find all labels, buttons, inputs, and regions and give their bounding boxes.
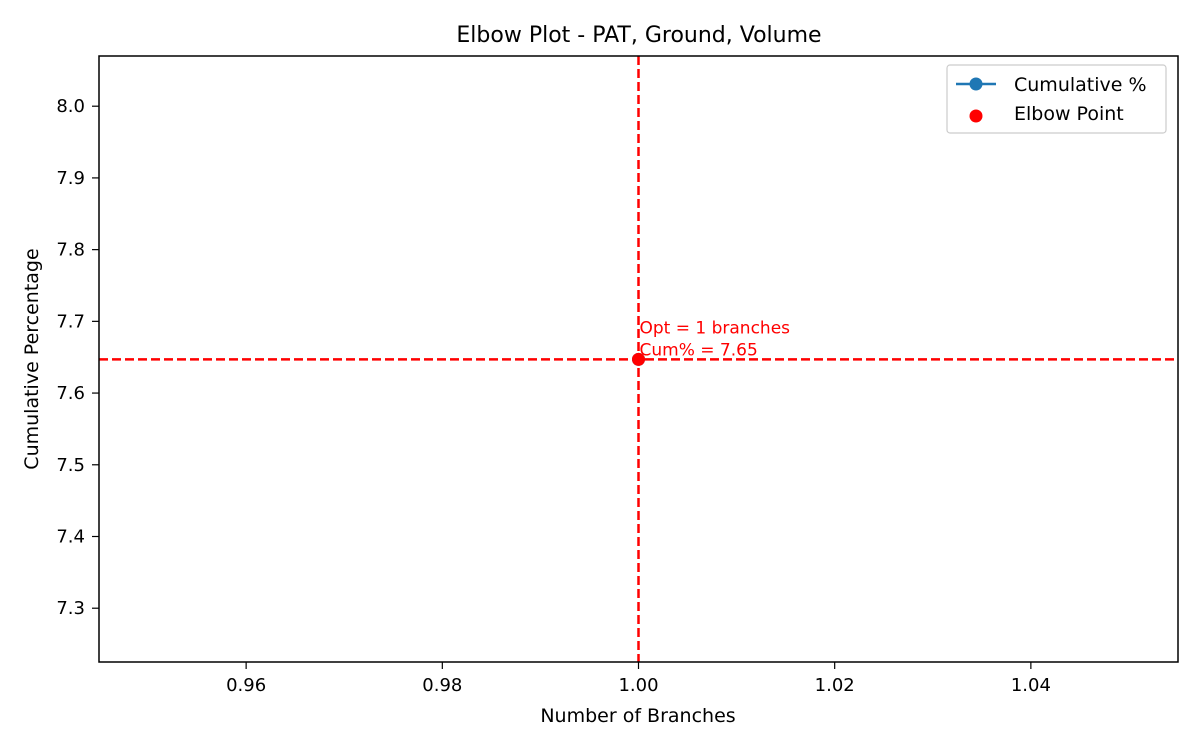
y-tick-label: 7.8 <box>56 240 85 261</box>
series-layer <box>632 352 645 366</box>
y-tick-label: 7.6 <box>56 383 85 404</box>
legend-frame <box>946 64 1167 134</box>
y-tick-label: 7.3 <box>56 598 85 619</box>
legend-scatter-marker <box>969 109 983 123</box>
elbow-point-marker <box>632 352 645 366</box>
legend-label-cumulative: Cumulative % <box>1014 74 1147 96</box>
elbow-annotation: Opt = 1 branches Cum% = 7.65 <box>640 318 791 360</box>
x-axis-label: Number of Branches <box>540 705 735 727</box>
legend: Cumulative % Elbow Point <box>946 64 1167 134</box>
y-tick-label: 7.9 <box>56 168 85 189</box>
x-axis: 0.96 0.98 1.00 1.02 1.04 <box>226 662 1051 696</box>
annotation-line: Opt = 1 branches <box>640 318 791 338</box>
legend-label-elbow: Elbow Point <box>1014 103 1124 125</box>
x-tick-label: 1.00 <box>618 675 658 696</box>
annotation-line: Cum% = 7.65 <box>640 340 758 360</box>
x-tick-label: 0.96 <box>226 675 266 696</box>
y-tick-label: 7.4 <box>56 526 85 547</box>
x-tick-label: 1.02 <box>815 675 855 696</box>
chart-title: Elbow Plot - PAT, Ground, Volume <box>456 23 821 48</box>
y-tick-label: 7.7 <box>56 311 85 332</box>
y-tick-label: 7.5 <box>56 455 85 476</box>
x-tick-label: 0.98 <box>422 675 462 696</box>
x-tick-label: 1.04 <box>1011 675 1051 696</box>
y-axis: 7.3 7.4 7.5 7.6 7.7 7.8 7.9 8.0 <box>56 96 99 619</box>
plot-frame <box>98 55 1179 663</box>
y-tick-label: 8.0 <box>56 96 85 117</box>
legend-line-marker <box>969 77 983 91</box>
y-axis-label: Cumulative Percentage <box>21 248 43 469</box>
